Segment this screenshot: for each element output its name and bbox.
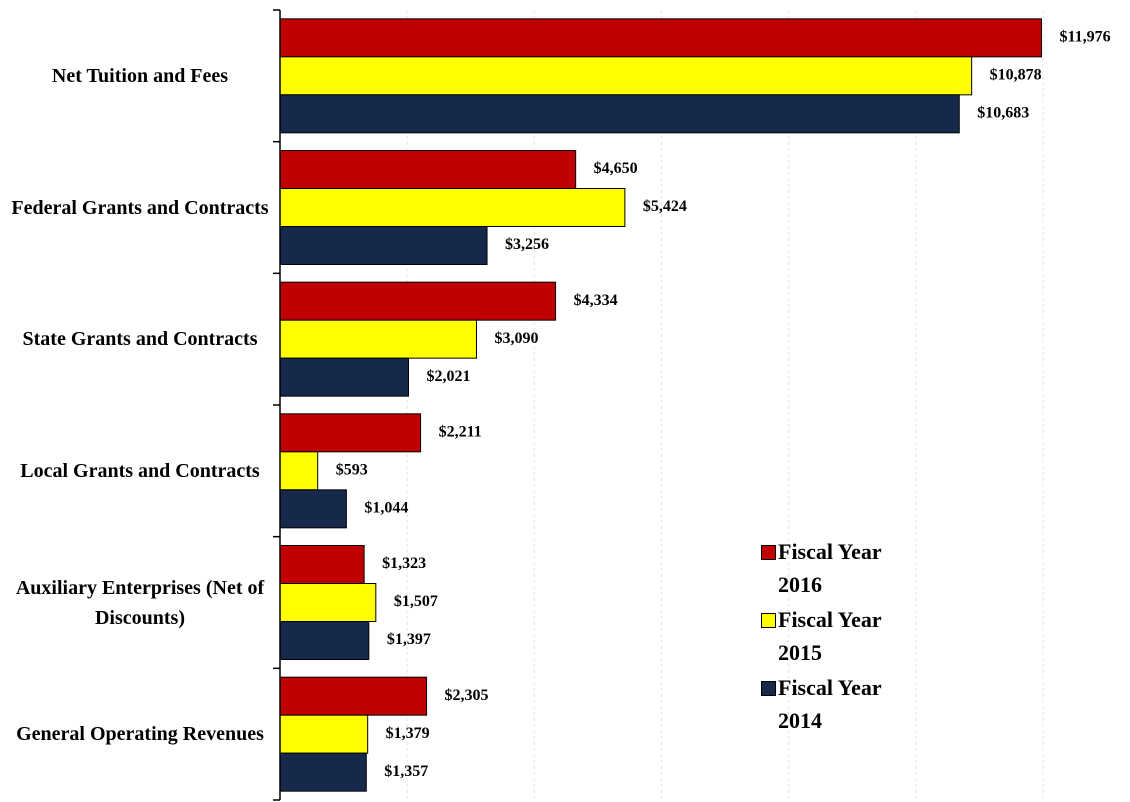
value-label: $1,507 [394, 593, 438, 610]
value-label: $1,357 [384, 763, 428, 780]
bar [279, 752, 367, 792]
value-label: $1,044 [364, 500, 408, 517]
legend-swatch [761, 681, 776, 696]
bar [279, 676, 428, 716]
value-label: $11,976 [1059, 29, 1110, 46]
bar [279, 56, 973, 96]
bar [279, 714, 369, 754]
category-label: State Grants and Contracts [22, 328, 258, 351]
bar [279, 489, 347, 529]
category-label: Auxiliary Enterprises (Net of Discounts) [15, 576, 265, 629]
value-label: $1,379 [386, 725, 430, 742]
bar [279, 281, 557, 321]
category-label: Net Tuition and Fees [51, 64, 229, 87]
value-label: $1,397 [387, 631, 431, 648]
legend-label: Fiscal Year 2016 [778, 539, 882, 597]
value-label: $10,878 [990, 67, 1042, 84]
bar [279, 94, 960, 134]
bar [279, 357, 410, 397]
bar [279, 621, 370, 660]
legend-label: Fiscal Year 2015 [778, 607, 882, 665]
category-label: Federal Grants and Contracts [11, 196, 269, 219]
value-label: $4,334 [574, 292, 618, 309]
category-label: Local Grants and Contracts [20, 459, 260, 482]
bar [279, 451, 319, 491]
value-label: $1,323 [382, 555, 426, 572]
value-label: $3,256 [505, 236, 549, 253]
bar [279, 188, 626, 227]
value-label: $2,305 [445, 687, 489, 704]
value-label: $5,424 [643, 198, 687, 215]
category-label: General Operating Revenues [16, 723, 264, 746]
value-label: $10,683 [977, 105, 1029, 122]
bar [279, 583, 377, 622]
value-label: $2,211 [439, 424, 482, 441]
legend-swatch [761, 545, 776, 560]
value-label: $3,090 [494, 330, 538, 347]
value-label: $593 [336, 462, 368, 479]
legend-swatch [761, 613, 776, 628]
bar [279, 545, 365, 584]
bar [279, 413, 422, 453]
value-label: $4,650 [594, 160, 638, 177]
value-label: $2,021 [427, 368, 471, 385]
bar [279, 150, 577, 189]
bar [279, 18, 1042, 58]
bar [279, 319, 477, 359]
legend-label: Fiscal Year 2014 [778, 675, 882, 733]
bar [279, 226, 488, 265]
